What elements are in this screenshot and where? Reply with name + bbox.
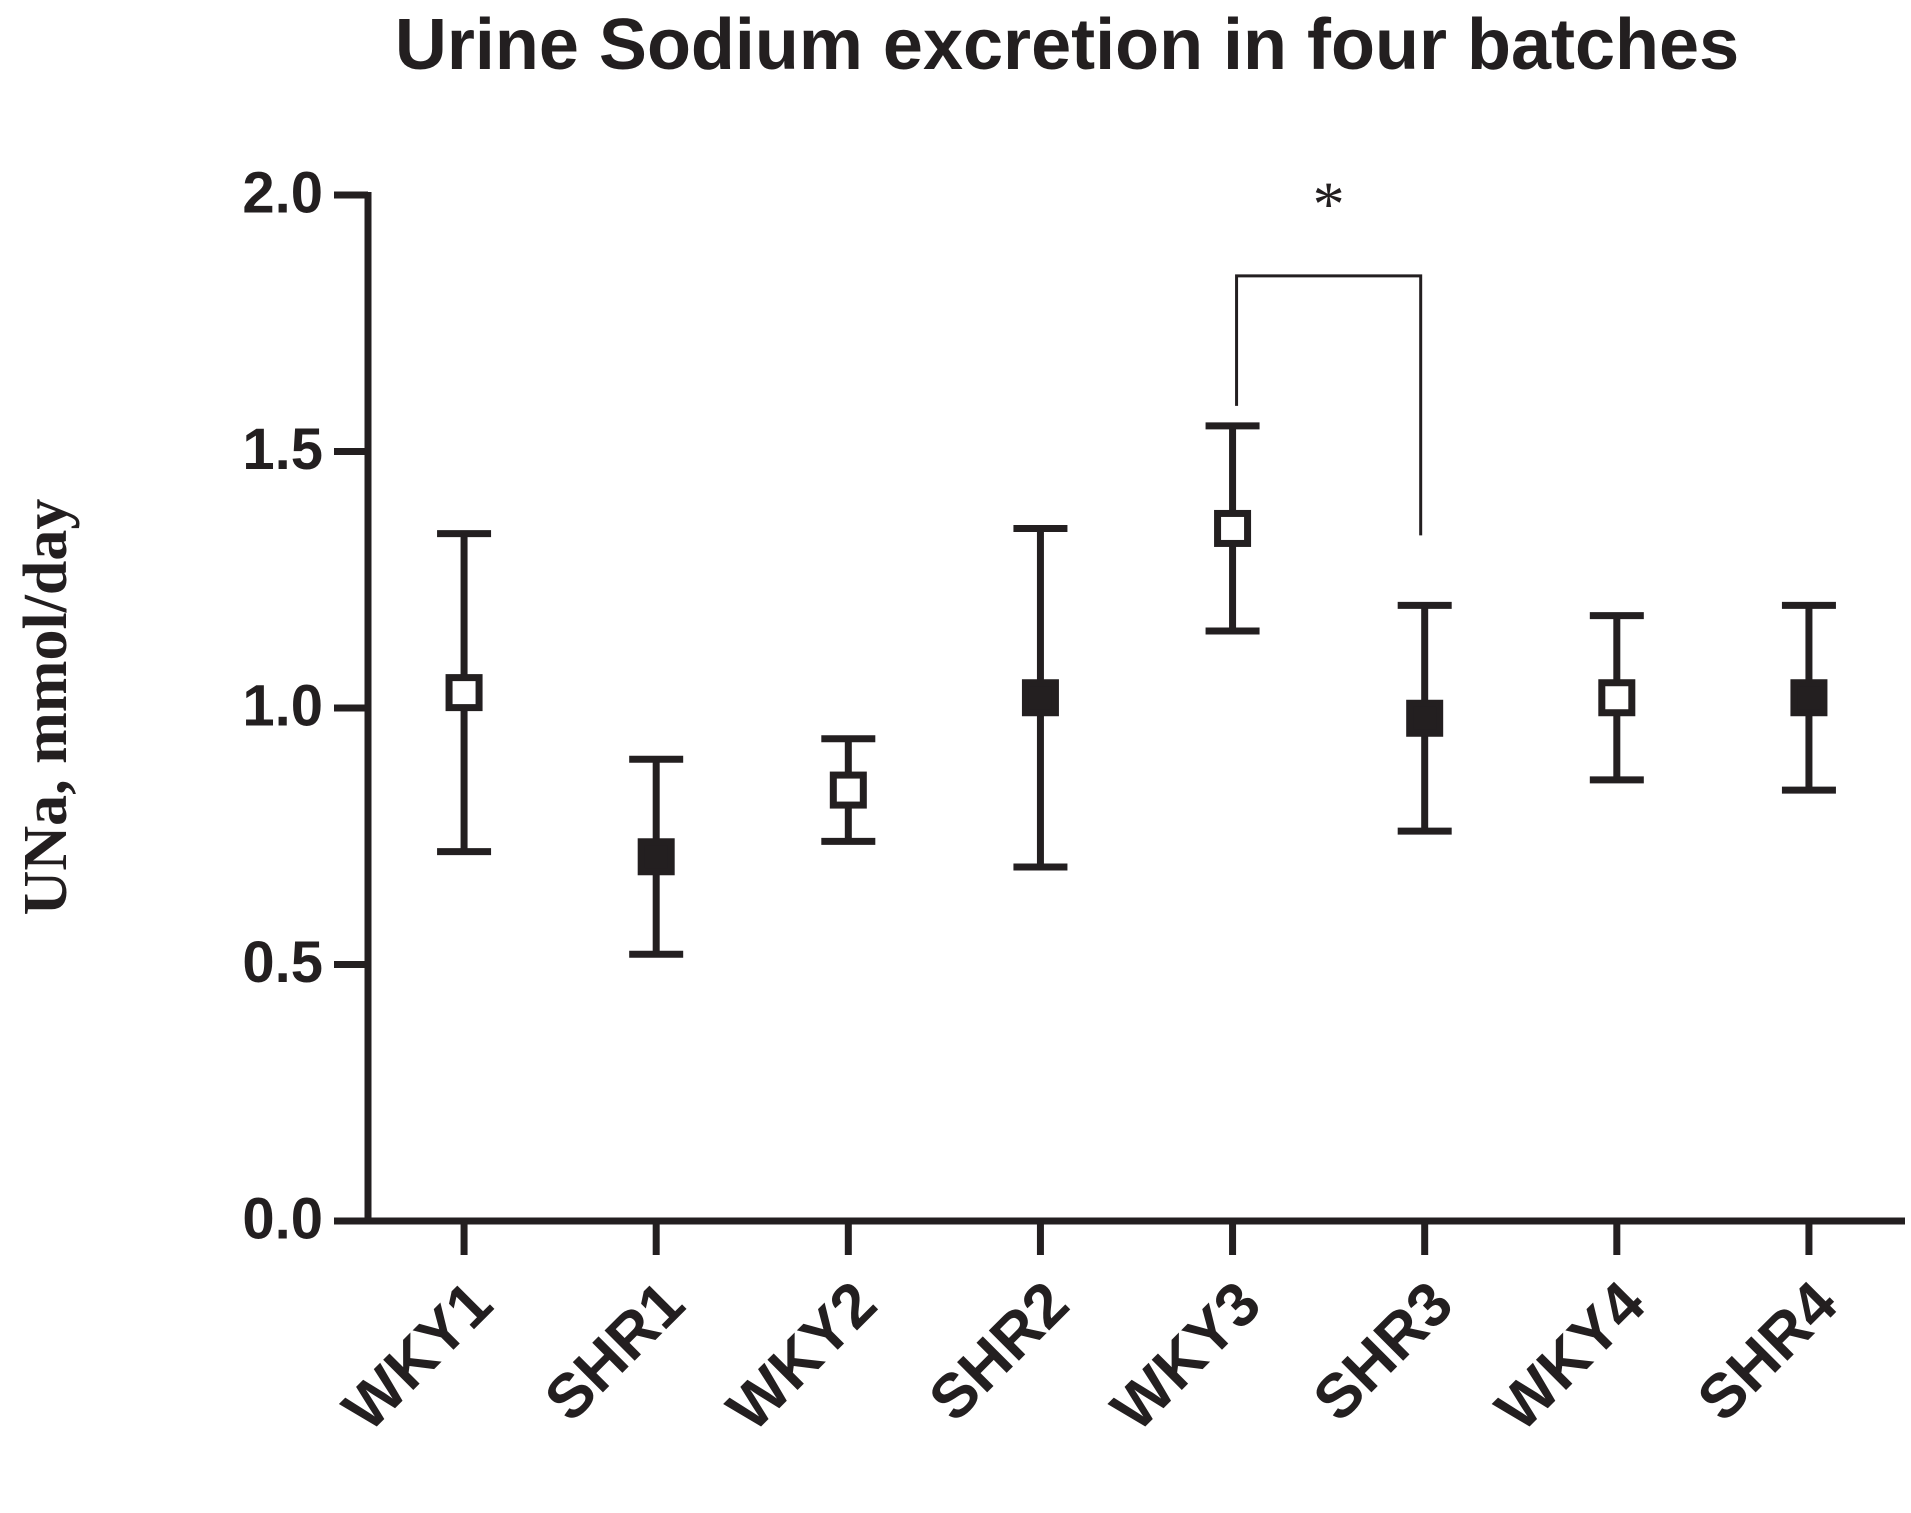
marker <box>1406 699 1444 737</box>
y-tick-label: 0.5 <box>242 930 323 995</box>
marker <box>637 838 675 876</box>
y-tick-label: 1.0 <box>242 673 323 738</box>
x-tick-label: WKY3 <box>1099 1269 1274 1444</box>
x-tick-label: WKY4 <box>1483 1268 1659 1444</box>
marker <box>1790 679 1828 717</box>
chart-title: Urine Sodium excretion in four batches <box>395 5 1739 85</box>
y-axis-label: UNa, mmol/day <box>12 499 80 916</box>
x-tick-label: SHR1 <box>532 1269 698 1435</box>
x-tick-label: SHR4 <box>1685 1268 1851 1434</box>
x-tick-label: WKY1 <box>330 1269 505 1444</box>
y-tick-label: 0.0 <box>242 1186 323 1251</box>
marker <box>829 771 867 809</box>
marker <box>1214 509 1252 547</box>
marker <box>1598 679 1636 717</box>
y-tick-label: 2.0 <box>242 160 323 225</box>
significance-label: * <box>1313 169 1345 240</box>
marker <box>1021 679 1059 717</box>
y-tick-label: 1.5 <box>242 417 323 482</box>
x-tick-label: SHR3 <box>1300 1269 1466 1435</box>
significance-bracket <box>1235 274 1423 536</box>
marker <box>445 674 483 712</box>
x-tick-label: WKY2 <box>714 1269 889 1444</box>
x-tick-label: SHR2 <box>916 1269 1082 1435</box>
